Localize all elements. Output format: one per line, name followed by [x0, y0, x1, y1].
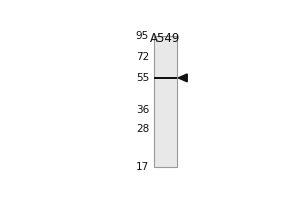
Text: 55: 55	[136, 73, 149, 83]
Text: 17: 17	[136, 162, 149, 172]
Polygon shape	[178, 74, 187, 82]
Text: 28: 28	[136, 124, 149, 134]
Text: A549: A549	[150, 32, 181, 45]
Bar	[154, 36, 177, 167]
Text: 95: 95	[136, 31, 149, 41]
Bar	[154, 77, 177, 79]
Text: 36: 36	[136, 105, 149, 115]
Text: 72: 72	[136, 52, 149, 62]
